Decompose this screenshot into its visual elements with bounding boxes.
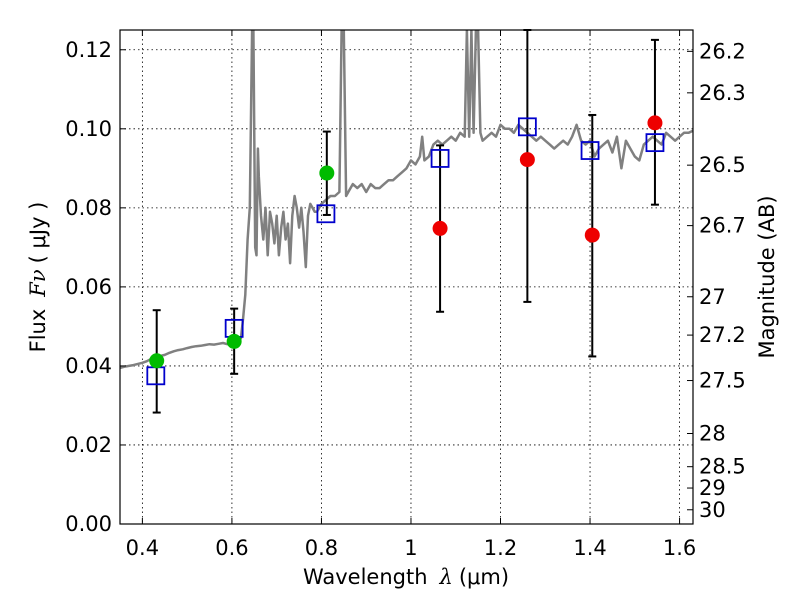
optical-detection-point [226, 333, 242, 349]
model-photometry-square [517, 117, 537, 137]
plot-frame [119, 29, 694, 525]
y-axis-label: Flux Fν ( μJy ) [26, 202, 50, 353]
y-label-symbol: Fν [26, 269, 50, 298]
nearir-measurement-point [432, 220, 448, 236]
optical-detection-point [149, 353, 165, 369]
right-tick-label: 29 [699, 476, 726, 500]
y-tick-label: 0.04 [65, 354, 112, 378]
right-tick-label: 28 [699, 421, 726, 445]
nearir-measurement-point [519, 152, 535, 168]
optical-detection-point [319, 165, 335, 181]
right-tick-label: 28.5 [699, 455, 746, 479]
x-tick-label: 1 [404, 536, 417, 560]
markers [146, 29, 665, 414]
model-photometry-square [645, 133, 665, 153]
y-tick-label: 0.00 [65, 512, 112, 536]
right-tick-label: 26.3 [699, 81, 746, 105]
x-tick-label: 1.4 [573, 536, 606, 560]
nearir-measurement-point [647, 115, 663, 131]
y-tick-label: 0.08 [65, 196, 112, 220]
y-tick-label: 0.02 [65, 433, 112, 457]
model-photometry-square [580, 141, 600, 160]
right-tick-label: 26.2 [699, 39, 746, 63]
x-tick-label: 0.4 [126, 536, 159, 560]
x-label-symbol: λ [439, 565, 453, 589]
x-tick-label: 1.6 [663, 536, 696, 560]
x-tick-label: 0.6 [215, 536, 248, 560]
right-tick-label: 27.5 [699, 369, 746, 393]
right-tick-label: 26.5 [699, 153, 746, 177]
right-tick-label: 27 [699, 285, 726, 309]
right-tick-label: 27.2 [699, 323, 746, 347]
nearir-measurement-point [584, 227, 600, 243]
y-tick-label: 0.12 [65, 38, 112, 62]
y-tick-label: 0.06 [65, 275, 112, 299]
x-label-main: Wavelength [303, 565, 428, 589]
y-label-main: Flux [26, 309, 50, 353]
axis-ticks: 0.4 0.6 0.8 1 1.2 1.4 1.6 0.00 0.02 0.04 0.06 0.08 0… [65, 30, 746, 560]
y-label-unit: ( μJy ) [26, 202, 50, 264]
x-label-unit: (μm) [459, 565, 509, 589]
x-tick-label: 1.2 [484, 536, 517, 560]
x-axis-label: Wavelength λ (μm) [303, 565, 509, 589]
right-axis-label: Magnitude (AB) [755, 195, 779, 358]
x-tick-label: 0.8 [305, 536, 338, 560]
right-tick-label: 26.7 [699, 214, 746, 238]
y-tick-label: 0.10 [65, 117, 112, 141]
model-photometry-square [316, 204, 336, 224]
right-tick-label: 30 [699, 498, 726, 522]
model-photometry-square [430, 149, 450, 168]
